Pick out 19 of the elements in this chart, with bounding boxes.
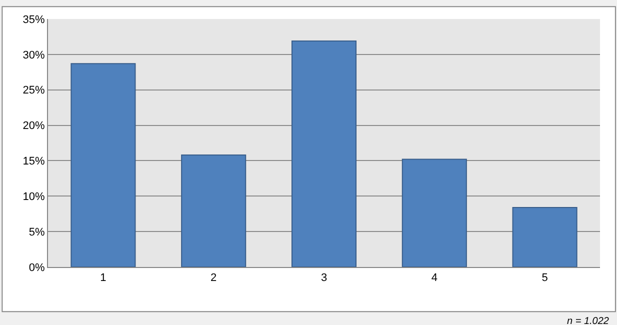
y-tick-label: 25% <box>22 84 46 97</box>
x-tick-label: 4 <box>431 272 438 284</box>
x-tick-label: 5 <box>542 272 548 284</box>
y-tick-label: 15% <box>22 156 46 168</box>
text: n = 1.022 <box>567 316 610 325</box>
bar <box>70 63 136 267</box>
x-tick-label: 3 <box>320 272 328 284</box>
y-tick-label: 5% <box>28 226 46 238</box>
bar <box>512 206 578 267</box>
y-tick-label: 30% <box>22 49 46 62</box>
bar <box>402 158 467 267</box>
x-tick-label: 1 <box>100 272 106 284</box>
bar <box>291 40 357 267</box>
bar <box>181 154 246 267</box>
y-tick-label: 10% <box>22 190 46 203</box>
y-tick-label: 0% <box>28 262 46 274</box>
y-tick-label: 20% <box>22 120 46 132</box>
y-tick-label: 35% <box>22 14 46 26</box>
x-tick-label: 2 <box>210 272 217 284</box>
